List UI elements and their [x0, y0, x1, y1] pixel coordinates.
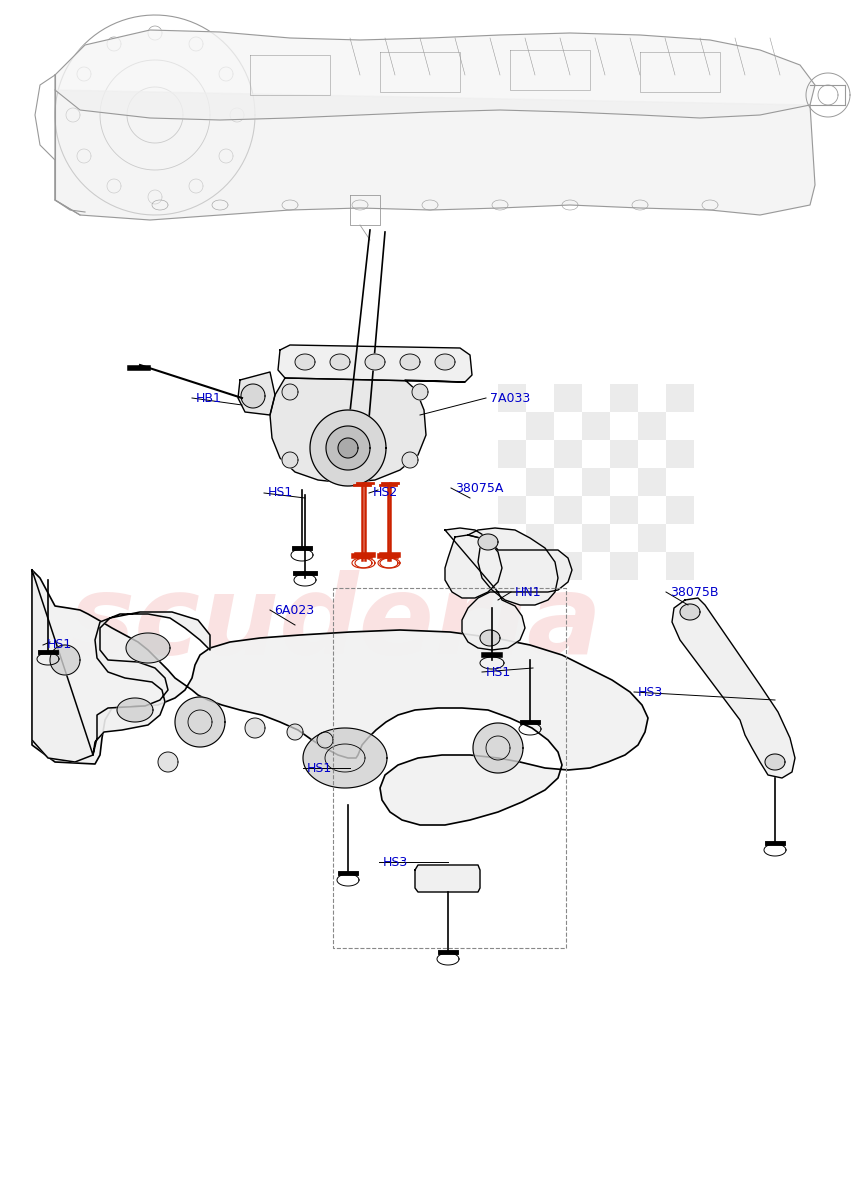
Text: HS1: HS1	[268, 486, 293, 499]
Polygon shape	[278, 346, 472, 382]
Polygon shape	[282, 384, 298, 400]
Polygon shape	[445, 535, 502, 598]
Polygon shape	[238, 372, 275, 415]
Text: HN1: HN1	[515, 586, 541, 599]
Bar	[526, 412, 553, 440]
Polygon shape	[126, 634, 170, 662]
Polygon shape	[310, 410, 386, 486]
Polygon shape	[245, 718, 265, 738]
Bar	[553, 384, 582, 412]
Bar	[582, 412, 610, 440]
Text: HS1: HS1	[307, 762, 332, 774]
Bar	[610, 440, 637, 468]
Polygon shape	[32, 570, 648, 826]
Polygon shape	[50, 646, 80, 674]
Polygon shape	[400, 354, 420, 370]
Bar	[582, 468, 610, 496]
Bar	[666, 440, 693, 468]
Text: 38075A: 38075A	[455, 481, 504, 494]
Bar	[582, 524, 610, 552]
Text: scuderia: scuderia	[69, 570, 602, 678]
Bar	[553, 552, 582, 580]
Polygon shape	[672, 598, 795, 778]
Text: HS2: HS2	[373, 486, 398, 499]
Polygon shape	[473, 724, 523, 773]
Polygon shape	[55, 30, 815, 120]
Polygon shape	[435, 354, 455, 370]
Bar	[498, 440, 526, 468]
Polygon shape	[412, 384, 428, 400]
Bar	[498, 496, 526, 524]
Bar	[526, 524, 553, 552]
Bar	[666, 552, 693, 580]
Polygon shape	[330, 354, 350, 370]
Bar	[610, 496, 637, 524]
Polygon shape	[415, 865, 480, 892]
Polygon shape	[32, 570, 210, 762]
Polygon shape	[270, 378, 465, 482]
Text: HB1: HB1	[196, 391, 222, 404]
Bar	[637, 468, 666, 496]
Polygon shape	[445, 528, 572, 650]
Text: HS1: HS1	[486, 666, 511, 678]
Polygon shape	[480, 630, 500, 646]
Polygon shape	[317, 732, 333, 748]
Bar	[666, 384, 693, 412]
Bar	[526, 468, 553, 496]
Polygon shape	[295, 354, 315, 370]
Polygon shape	[117, 698, 153, 722]
Bar	[553, 496, 582, 524]
Text: 6A023: 6A023	[274, 604, 314, 617]
Polygon shape	[303, 728, 387, 788]
Bar	[637, 524, 666, 552]
Text: 38075B: 38075B	[670, 586, 718, 599]
Polygon shape	[765, 754, 785, 770]
Bar	[637, 412, 666, 440]
Polygon shape	[468, 528, 558, 605]
Bar	[666, 496, 693, 524]
Polygon shape	[158, 752, 178, 772]
Bar	[610, 384, 637, 412]
Polygon shape	[287, 724, 303, 740]
Polygon shape	[241, 384, 265, 408]
Polygon shape	[365, 354, 385, 370]
Text: HS3: HS3	[638, 685, 663, 698]
Bar	[553, 440, 582, 468]
Bar	[610, 552, 637, 580]
Text: HS1: HS1	[47, 638, 72, 652]
Polygon shape	[402, 452, 418, 468]
Text: HS3: HS3	[383, 856, 408, 869]
Bar	[498, 552, 526, 580]
Text: 7A033: 7A033	[490, 391, 530, 404]
Polygon shape	[680, 604, 700, 620]
Polygon shape	[282, 452, 298, 468]
Polygon shape	[55, 90, 815, 220]
Polygon shape	[175, 697, 225, 746]
Polygon shape	[478, 534, 498, 550]
Polygon shape	[338, 438, 358, 458]
Bar	[498, 384, 526, 412]
Polygon shape	[326, 426, 370, 470]
